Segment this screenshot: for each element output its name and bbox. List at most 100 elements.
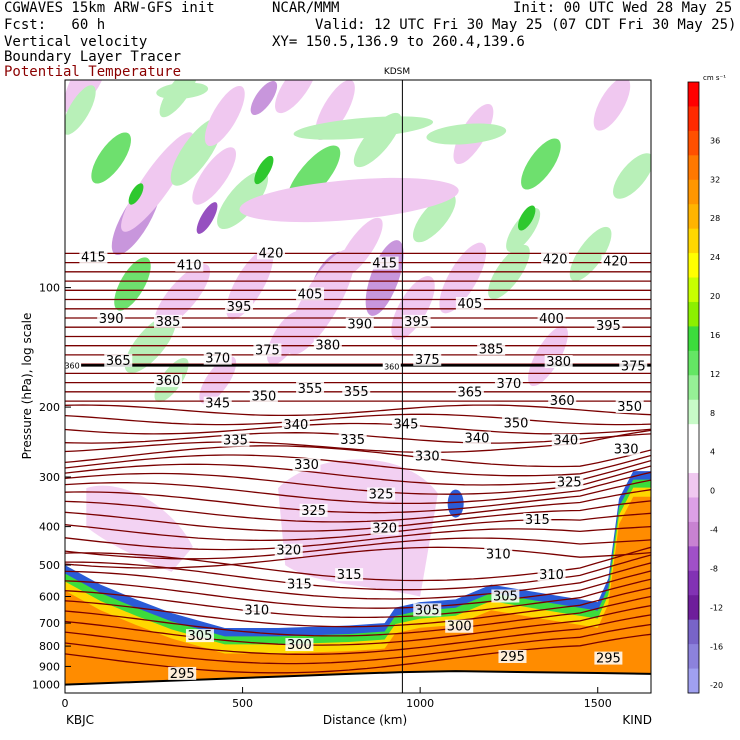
tropopause-label-bg-1 xyxy=(382,361,401,371)
theta-label-22: 375 xyxy=(621,359,646,374)
w-shading-10 xyxy=(204,85,245,147)
theta-label-bg-28 xyxy=(455,385,484,399)
theta-label-49: 310 xyxy=(539,568,564,583)
y-tick-label-8: 900 xyxy=(39,660,60,673)
colorbar-swatch-3 xyxy=(688,155,699,181)
theta-label-0: 415 xyxy=(81,251,106,266)
theta-label-bg-38 xyxy=(551,433,580,447)
theta-label-34: 335 xyxy=(340,433,365,448)
theta-label-23: 360 xyxy=(156,374,181,389)
theta-label-44: 325 xyxy=(369,487,394,502)
theta-label-17: 375 xyxy=(255,343,280,358)
w-core-0 xyxy=(196,202,218,234)
theta-label-2: 420 xyxy=(259,246,284,261)
theta-label-bg-48 xyxy=(484,547,513,561)
theta-label-12: 405 xyxy=(457,297,482,312)
theta-label-58: 295 xyxy=(500,650,525,665)
theta-label-24: 345 xyxy=(205,397,230,412)
theta-label-20: 385 xyxy=(479,342,504,357)
theta-label-56: 300 xyxy=(287,638,312,653)
theta-label-9: 405 xyxy=(298,287,323,302)
w-shading-40 xyxy=(156,82,209,100)
theta-label-bg-25 xyxy=(249,389,278,403)
x-tick-label-0: 0 xyxy=(62,697,69,710)
theta-label-bg-42 xyxy=(555,475,584,489)
theta-label-25: 350 xyxy=(251,389,276,404)
theta-label-bg-1 xyxy=(175,258,204,272)
theta-contour-37 xyxy=(65,570,651,609)
theta-label-38: 340 xyxy=(553,434,578,449)
w-shading-20 xyxy=(412,193,456,243)
model-title: CGWAVES 15km ARW-GFS init xyxy=(4,0,215,16)
y-tick-label-3: 400 xyxy=(39,521,60,534)
theta-label-1: 410 xyxy=(177,259,202,274)
y-tick-label-2: 300 xyxy=(39,471,60,484)
colorbar-tick-13: -16 xyxy=(710,642,723,651)
w-shading-27 xyxy=(613,153,651,199)
field-vertical-velocity: Vertical velocity xyxy=(4,34,148,50)
theta-contour-36 xyxy=(65,562,651,600)
theta-label-32: 335 xyxy=(223,434,248,449)
terrain-surface xyxy=(65,671,651,693)
colorbar-swatch-24 xyxy=(688,668,699,694)
colorbar-swatch-11 xyxy=(688,350,699,376)
theta-label-bg-58 xyxy=(498,649,527,663)
theta-label-43: 325 xyxy=(301,504,326,519)
colorbar-swatch-1 xyxy=(688,106,699,132)
theta-label-bg-8 xyxy=(225,300,254,314)
colorbar-swatch-6 xyxy=(688,228,699,254)
theta-label-46: 320 xyxy=(372,522,397,537)
theta-label-bg-41 xyxy=(413,449,442,463)
theta-contour-31 xyxy=(65,525,651,551)
colorbar-tick-12: -12 xyxy=(710,603,723,612)
colorbar-swatch-16 xyxy=(688,473,699,498)
theta-contour-41 xyxy=(65,604,651,646)
theta-label-bg-31 xyxy=(615,400,644,414)
y-tick-label-4: 500 xyxy=(39,559,60,572)
theta-label-bg-26 xyxy=(296,381,325,395)
theta-label-3: 415 xyxy=(372,257,397,272)
colorbar: 36 32 28 24 20 16 12 8 4 0 -4 -8 -12 -16 -20 xyxy=(687,81,723,694)
w-core-2 xyxy=(517,205,536,231)
theta-label-33: 340 xyxy=(283,418,308,433)
theta-label-59: 295 xyxy=(596,652,621,667)
colorbar-swatch-18 xyxy=(688,521,699,547)
theta-label-bg-9 xyxy=(296,287,325,301)
theta-label-bg-43 xyxy=(299,503,328,517)
theta-label-bg-10 xyxy=(345,317,374,331)
theta-label-50: 315 xyxy=(287,578,312,593)
colorbar-swatch-23 xyxy=(688,644,699,670)
theta-label-bg-37 xyxy=(502,416,531,430)
w-core-1 xyxy=(254,155,274,185)
theta-label-35: 345 xyxy=(394,417,419,432)
w-shading-8 xyxy=(154,264,211,328)
theta-label-8: 395 xyxy=(227,300,252,315)
theta-label-bg-5 xyxy=(601,254,630,268)
theta-label-bg-29 xyxy=(494,377,523,391)
theta-label-bg-22 xyxy=(619,359,648,373)
valid-time: Valid: 12 UTC Fri 30 May 25 (07 CDT Fri … xyxy=(315,17,737,33)
terrain-line xyxy=(65,670,651,686)
theta-label-bg-50 xyxy=(285,577,314,591)
colorbar-swatch-5 xyxy=(688,204,699,230)
w-descent-west xyxy=(86,485,193,572)
colorbar-swatch-9 xyxy=(688,301,699,327)
theta-label-bg-7 xyxy=(153,314,182,328)
w-shading-36 xyxy=(192,147,237,205)
theta-label-16: 370 xyxy=(205,352,230,367)
colorbar-swatch-14 xyxy=(688,424,699,450)
theta-label-41: 330 xyxy=(415,449,440,464)
theta-contour-39 xyxy=(65,587,651,628)
theta-label-bg-13 xyxy=(537,312,566,326)
y-tick-label-7: 800 xyxy=(39,640,60,653)
theta-label-6: 390 xyxy=(99,312,124,327)
w-shading-32 xyxy=(239,177,459,223)
theta-label-bg-39 xyxy=(612,442,641,456)
w-shading-38 xyxy=(293,116,434,140)
theta-contour-25 xyxy=(65,465,651,495)
theta-label-11: 395 xyxy=(404,315,429,330)
w-shading-0 xyxy=(65,80,109,114)
theta-label-bg-14 xyxy=(594,319,623,333)
y-axis-label: Pressure (hPa), log scale xyxy=(20,313,34,460)
